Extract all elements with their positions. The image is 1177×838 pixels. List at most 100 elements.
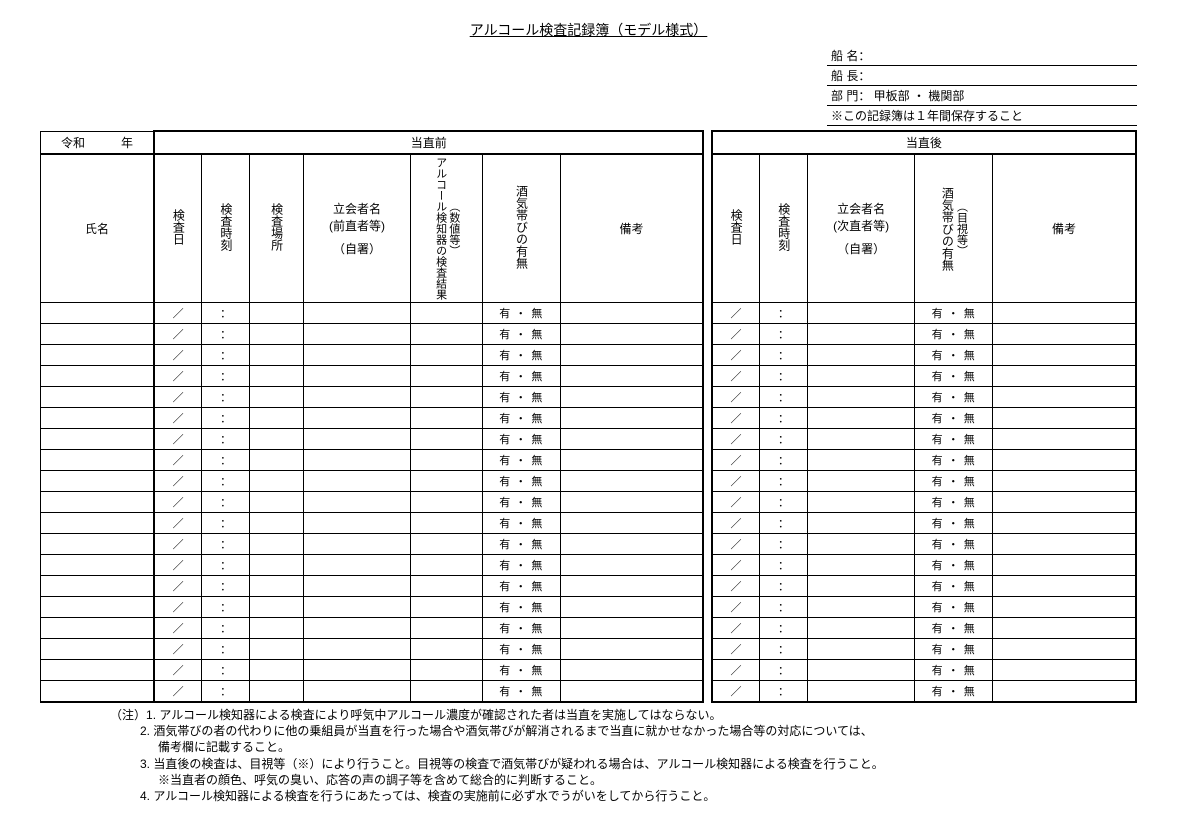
- cell-remarks2: [993, 303, 1136, 324]
- cell-date: ／: [154, 660, 202, 681]
- cell-witness2: [807, 408, 915, 429]
- cell-name: [41, 639, 154, 660]
- cell-name: [41, 345, 154, 366]
- table-row: ／：有 ・ 無／：有 ・ 無: [41, 429, 1137, 450]
- cell-presence2: 有 ・ 無: [915, 639, 993, 660]
- cell-presence: 有 ・ 無: [482, 324, 560, 345]
- cell-presence2: 有 ・ 無: [915, 345, 993, 366]
- cell-witness2: [807, 324, 915, 345]
- cell-date2: ／: [712, 513, 760, 534]
- cell-time: ：: [202, 471, 250, 492]
- cell-presence2: 有 ・ 無: [915, 576, 993, 597]
- cell-presence: 有 ・ 無: [482, 660, 560, 681]
- cell-remarks: [560, 303, 703, 324]
- cell-time2: ：: [760, 513, 808, 534]
- cell-date: ／: [154, 387, 202, 408]
- cell-time2: ：: [760, 450, 808, 471]
- table-row: ／：有 ・ 無／：有 ・ 無: [41, 492, 1137, 513]
- cell-name: [41, 492, 154, 513]
- cell-witness: [303, 492, 411, 513]
- cell-detector: [411, 366, 483, 387]
- cell-detector: [411, 534, 483, 555]
- cell-detector: [411, 597, 483, 618]
- cell-witness: [303, 324, 411, 345]
- cell-presence: 有 ・ 無: [482, 366, 560, 387]
- cell-place: [250, 366, 304, 387]
- cell-remarks: [560, 471, 703, 492]
- era-cell: 令和 年: [41, 131, 154, 154]
- cell-presence2: 有 ・ 無: [915, 534, 993, 555]
- cell-witness: [303, 513, 411, 534]
- table-row: ／：有 ・ 無／：有 ・ 無: [41, 555, 1137, 576]
- cell-time2: ：: [760, 345, 808, 366]
- cell-presence: 有 ・ 無: [482, 534, 560, 555]
- table-row: ／：有 ・ 無／：有 ・ 無: [41, 534, 1137, 555]
- cell-presence: 有 ・ 無: [482, 576, 560, 597]
- cell-witness: [303, 681, 411, 703]
- cell-place: [250, 534, 304, 555]
- cell-place: [250, 681, 304, 703]
- cell-witness: [303, 366, 411, 387]
- header-info-block: 船 名： 船 長： 部 門： 甲板部 ・ 機関部 ※この記録簿は１年間保存するこ…: [40, 46, 1137, 126]
- cell-detector: [411, 429, 483, 450]
- cell-witness: [303, 303, 411, 324]
- cell-name: [41, 324, 154, 345]
- cell-witness2: [807, 660, 915, 681]
- cell-date2: ／: [712, 324, 760, 345]
- cell-name: [41, 660, 154, 681]
- cell-witness2: [807, 492, 915, 513]
- cell-date: ／: [154, 576, 202, 597]
- cell-time2: ：: [760, 303, 808, 324]
- cell-place: [250, 639, 304, 660]
- cell-time: ：: [202, 303, 250, 324]
- cell-date: ／: [154, 366, 202, 387]
- col-witness-before: 立会者名 (前直者等) （自署）: [303, 154, 411, 303]
- cell-presence: 有 ・ 無: [482, 555, 560, 576]
- cell-time: ：: [202, 639, 250, 660]
- spacer: [703, 303, 711, 324]
- cell-witness2: [807, 450, 915, 471]
- spacer: [703, 660, 711, 681]
- table-row: ／：有 ・ 無／：有 ・ 無: [41, 576, 1137, 597]
- table-row: ／：有 ・ 無／：有 ・ 無: [41, 387, 1137, 408]
- col-remarks-after: 備考: [993, 154, 1136, 303]
- cell-presence2: 有 ・ 無: [915, 303, 993, 324]
- spacer: [703, 154, 711, 303]
- cell-remarks2: [993, 513, 1136, 534]
- notes-block: （注）1. アルコール検知器による検査により呼気中アルコール濃度が確認された者は…: [110, 707, 1137, 804]
- cell-presence: 有 ・ 無: [482, 492, 560, 513]
- cell-date: ／: [154, 450, 202, 471]
- cell-witness2: [807, 471, 915, 492]
- cell-place: [250, 492, 304, 513]
- cell-place: [250, 387, 304, 408]
- cell-detector: [411, 576, 483, 597]
- cell-remarks2: [993, 618, 1136, 639]
- cell-place: [250, 345, 304, 366]
- cell-witness2: [807, 576, 915, 597]
- cell-remarks: [560, 429, 703, 450]
- cell-witness: [303, 660, 411, 681]
- cell-time2: ：: [760, 534, 808, 555]
- table-row: ／：有 ・ 無／：有 ・ 無: [41, 345, 1137, 366]
- cell-witness: [303, 618, 411, 639]
- cell-place: [250, 303, 304, 324]
- cell-name: [41, 366, 154, 387]
- cell-time2: ：: [760, 618, 808, 639]
- cell-remarks2: [993, 681, 1136, 703]
- cell-detector: [411, 450, 483, 471]
- cell-time: ：: [202, 387, 250, 408]
- table-row: ／：有 ・ 無／：有 ・ 無: [41, 597, 1137, 618]
- cell-date: ／: [154, 345, 202, 366]
- cell-witness2: [807, 345, 915, 366]
- cell-time2: ：: [760, 681, 808, 703]
- cell-presence2: 有 ・ 無: [915, 408, 993, 429]
- cell-presence2: 有 ・ 無: [915, 324, 993, 345]
- cell-name: [41, 429, 154, 450]
- cell-time: ：: [202, 345, 250, 366]
- cell-time: ：: [202, 681, 250, 703]
- spacer: [703, 429, 711, 450]
- cell-time: ：: [202, 492, 250, 513]
- cell-witness: [303, 576, 411, 597]
- cell-detector: [411, 324, 483, 345]
- cell-date2: ／: [712, 408, 760, 429]
